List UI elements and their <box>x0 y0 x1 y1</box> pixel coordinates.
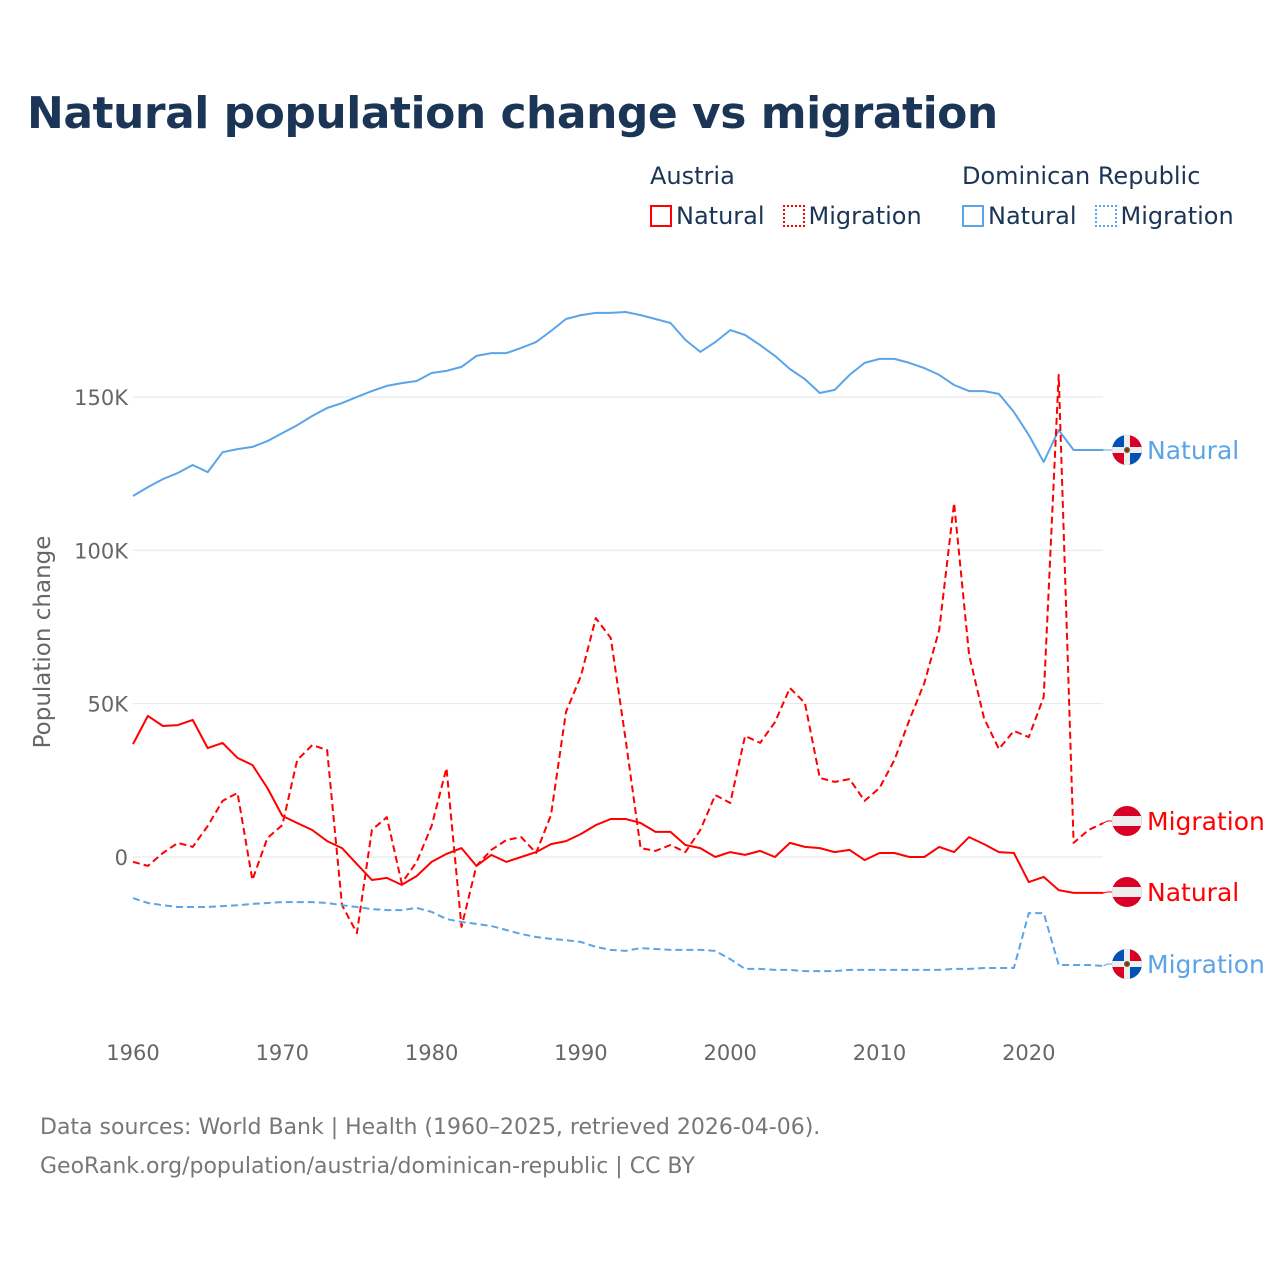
austria-flag-icon <box>1112 806 1142 836</box>
label-connector <box>1103 820 1112 824</box>
label-connector <box>1103 891 1112 894</box>
series-line-dominican-republic-migration[interactable] <box>132 897 1104 973</box>
series-end-label: Migration <box>1147 950 1265 979</box>
series-end-label: Migration <box>1147 807 1265 836</box>
dominican-republic-flag-icon <box>1112 435 1142 465</box>
y-tick-label: 150K <box>74 386 129 410</box>
y-tick-label: 50K <box>88 693 130 717</box>
footer-sources: Data sources: World Bank | Health (1960–… <box>40 1115 821 1140</box>
label-connector <box>1103 963 1112 967</box>
series-end-label: Natural <box>1147 436 1239 465</box>
x-tick-label: 2000 <box>703 1041 756 1065</box>
legend-country: Dominican Republic <box>962 162 1201 190</box>
legend-swatch-solid <box>962 205 984 227</box>
y-tick-label: 100K <box>74 539 129 563</box>
legend-item-austria-migration[interactable]: Migration <box>782 202 922 230</box>
legend-label: Migration <box>1120 202 1234 230</box>
austria-flag-icon <box>1112 877 1142 907</box>
dominican-republic-flag-icon <box>1112 949 1142 979</box>
x-tick-label: 1960 <box>106 1041 159 1065</box>
series-line-austria-natural[interactable] <box>132 714 1104 894</box>
chart-title: Natural population change vs migration <box>27 88 998 139</box>
legend-swatch-dotted <box>1094 205 1117 227</box>
series-line-dominican-republic-natural[interactable] <box>132 311 1104 497</box>
footer-link[interactable]: GeoRank.org/population/austria/dominican… <box>40 1154 695 1179</box>
legend-austria: Austria Natural Migration <box>650 162 922 230</box>
legend-label: Natural <box>988 202 1077 230</box>
series-line-austria-migration[interactable] <box>132 373 1104 935</box>
x-tick-label: 1980 <box>405 1041 458 1065</box>
legend-label: Migration <box>808 202 922 230</box>
x-tick-label: 2010 <box>853 1041 906 1065</box>
x-tick-label: 1990 <box>554 1041 607 1065</box>
legend-item-dr-migration[interactable]: Migration <box>1094 202 1234 230</box>
x-tick-label: 2020 <box>1002 1041 1055 1065</box>
x-tick-label: 1970 <box>256 1041 309 1065</box>
legend-swatch-dotted <box>782 205 805 227</box>
legend-label: Natural <box>676 202 765 230</box>
y-tick-label: 0 <box>115 846 128 870</box>
y-axis-label: Population change <box>30 536 56 749</box>
legend-country: Austria <box>650 162 735 190</box>
legend-item-dr-natural[interactable]: Natural <box>962 202 1077 230</box>
legend-item-austria-natural[interactable]: Natural <box>650 202 765 230</box>
legend-dominican-republic: Dominican Republic Natural Migration <box>962 162 1234 230</box>
legend-swatch-solid <box>650 205 672 227</box>
series-end-label: Natural <box>1147 878 1239 907</box>
footer: Data sources: World Bank | Health (1960–… <box>40 1108 820 1186</box>
